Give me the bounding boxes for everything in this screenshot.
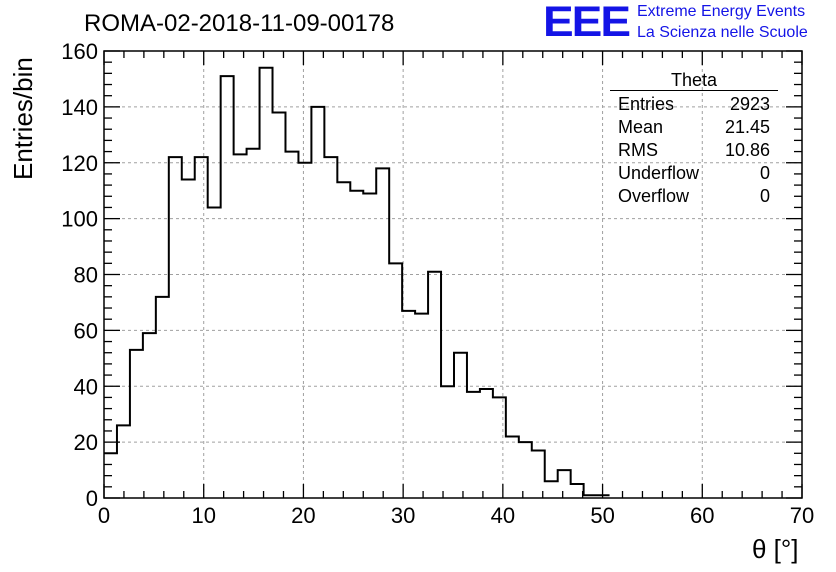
histogram-bin bbox=[117, 425, 130, 498]
histogram-bin bbox=[519, 442, 532, 498]
y-tick-label: 40 bbox=[74, 374, 98, 399]
histogram-bars bbox=[104, 66, 610, 498]
histogram-bin bbox=[389, 263, 402, 498]
stats-value: 21.45 bbox=[724, 117, 770, 137]
histogram-bin bbox=[337, 182, 350, 498]
histogram-bin bbox=[467, 392, 480, 498]
histogram-bin bbox=[493, 397, 506, 498]
x-tick-label: 20 bbox=[291, 503, 315, 528]
stats-value: 0 bbox=[759, 186, 770, 206]
stats-row-mean: Mean 21.45 bbox=[610, 116, 778, 139]
logo-line-1: Extreme Energy Events bbox=[637, 3, 806, 20]
stats-title: Theta bbox=[610, 70, 778, 91]
histogram-bin bbox=[376, 168, 389, 498]
x-tick-label: 10 bbox=[191, 503, 215, 528]
histogram-bin bbox=[532, 451, 545, 498]
histogram-bin bbox=[169, 157, 182, 498]
x-tick-label: 50 bbox=[590, 503, 614, 528]
x-tick-label: 70 bbox=[790, 503, 814, 528]
histogram-bin bbox=[571, 484, 584, 498]
stats-label: RMS bbox=[618, 140, 658, 160]
y-tick-label: 0 bbox=[86, 486, 98, 511]
y-tick-label: 80 bbox=[74, 263, 98, 288]
histogram-bin bbox=[350, 191, 363, 498]
histogram-bin bbox=[324, 157, 337, 498]
stats-row-entries: Entries 2923 bbox=[610, 93, 778, 116]
eee-logo: EEE bbox=[543, 0, 631, 46]
histogram-bin bbox=[480, 389, 493, 498]
stats-label: Underflow bbox=[618, 163, 700, 183]
histogram-bin bbox=[273, 112, 286, 498]
stats-label: Overflow bbox=[618, 186, 690, 206]
histogram-bin bbox=[415, 314, 428, 498]
histogram-bin bbox=[221, 76, 234, 498]
y-tick-label: 20 bbox=[74, 430, 98, 455]
histogram-bin bbox=[363, 193, 376, 498]
histogram-bin bbox=[285, 152, 298, 498]
stats-row-underflow: Underflow 0 bbox=[610, 162, 778, 185]
histogram-bin bbox=[247, 149, 260, 498]
histogram-bin bbox=[454, 353, 467, 498]
histogram-bin bbox=[428, 272, 441, 498]
histogram-bin bbox=[506, 437, 519, 498]
y-tick-label: 120 bbox=[61, 151, 98, 176]
axes: 0 10 20 30 40 50 60 70 0 20 40 60 80 100 120 140 160 bbox=[61, 39, 814, 528]
logo-line-2: La Scienza nelle Scuole bbox=[637, 24, 808, 41]
histogram-outline bbox=[104, 66, 610, 497]
chart-title: ROMA-02-2018-11-09-00178 bbox=[84, 10, 395, 37]
histogram-bin bbox=[402, 311, 415, 498]
stats-row-rms: RMS 10.86 bbox=[610, 139, 778, 162]
stats-label: Mean bbox=[618, 117, 664, 137]
stats-value: 10.86 bbox=[724, 140, 770, 160]
histogram-bin bbox=[208, 207, 221, 498]
x-tick-label: 0 bbox=[98, 503, 110, 528]
histogram-bin bbox=[545, 481, 558, 498]
histogram-bin bbox=[156, 297, 169, 498]
histogram-bin bbox=[234, 154, 247, 498]
histogram-bin bbox=[260, 68, 273, 498]
histogram-bin bbox=[143, 333, 156, 498]
y-tick-label: 140 bbox=[61, 95, 98, 120]
histogram-bin bbox=[182, 180, 195, 498]
histogram-bin bbox=[130, 350, 143, 498]
x-axis-label: θ [°] bbox=[752, 534, 799, 564]
x-tick-label: 60 bbox=[690, 503, 714, 528]
y-tick-label: 160 bbox=[61, 39, 98, 64]
y-tick-label: 100 bbox=[61, 207, 98, 232]
histogram-bin bbox=[558, 470, 571, 498]
y-tick-label: 60 bbox=[74, 318, 98, 343]
y-axis-label: Entries/bin bbox=[8, 57, 38, 180]
x-tick-label: 40 bbox=[491, 503, 515, 528]
stats-value: 0 bbox=[759, 163, 770, 183]
histogram-bin bbox=[311, 107, 324, 498]
stats-box: Theta Entries 2923 Mean 21.45 RMS 10.86 … bbox=[610, 70, 778, 208]
stats-row-overflow: Overflow 0 bbox=[610, 185, 778, 208]
histogram-bin bbox=[195, 157, 208, 498]
stats-label: Entries bbox=[618, 94, 675, 114]
x-tick-label: 30 bbox=[391, 503, 415, 528]
stats-value: 2923 bbox=[729, 94, 770, 114]
